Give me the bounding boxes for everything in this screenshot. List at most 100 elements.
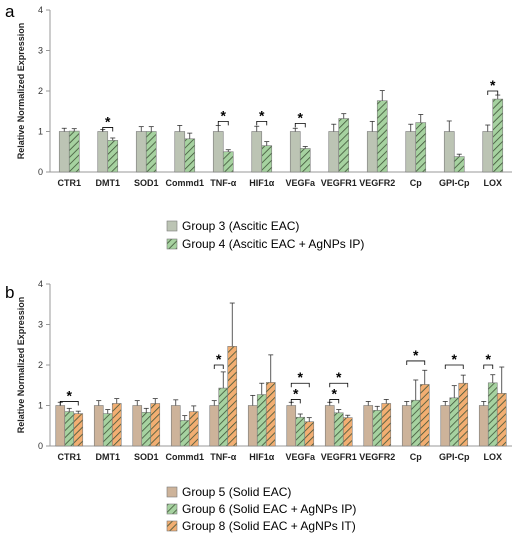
category-label: CTR1 — [57, 452, 81, 462]
significance-marker: * — [490, 77, 496, 93]
significance-bracket — [487, 90, 499, 95]
bar — [227, 346, 238, 447]
bar — [184, 138, 196, 173]
bar — [145, 131, 157, 173]
significance-marker: * — [336, 369, 342, 385]
category-label: SOD1 — [134, 452, 159, 462]
y-tick-label: 0 — [38, 167, 43, 177]
y-tick-label: 2 — [38, 86, 43, 96]
significance-bracket — [329, 399, 340, 404]
category-label: TNF-α — [210, 178, 236, 188]
category-label: SOD1 — [134, 178, 159, 188]
bar — [453, 156, 465, 173]
bar — [324, 405, 335, 447]
bar — [372, 410, 383, 447]
bar — [458, 382, 469, 447]
bar — [410, 399, 421, 447]
category-label: Cp — [410, 452, 422, 462]
bar — [150, 403, 161, 447]
significance-bracket — [102, 127, 114, 132]
significance-marker: * — [332, 385, 338, 401]
legend-swatch — [166, 486, 178, 498]
category-label: DMT1 — [96, 178, 121, 188]
bar — [170, 405, 181, 447]
category-label: HIF1α — [249, 452, 275, 462]
significance-marker: * — [298, 369, 304, 385]
significance-marker: * — [452, 351, 458, 367]
category-label: HIF1α — [249, 178, 275, 188]
y-tick-label: 4 — [38, 279, 43, 289]
bar — [256, 394, 267, 447]
bar — [174, 131, 186, 173]
y-axis-title: Relative Normalized Expression — [16, 297, 26, 434]
bar — [381, 403, 392, 447]
y-tick-label: 2 — [38, 360, 43, 370]
category-label: VEGFR1 — [321, 452, 357, 462]
category-label: VEGFR1 — [321, 178, 357, 188]
significance-bracket — [217, 120, 229, 126]
bar — [55, 405, 66, 447]
bar — [295, 416, 306, 447]
significance-bracket — [483, 364, 494, 369]
significance-bracket — [290, 382, 310, 388]
category-label: VEGFR2 — [359, 452, 395, 462]
significance-bracket — [406, 360, 426, 365]
y-tick-label: 4 — [38, 5, 43, 15]
bar — [449, 397, 460, 447]
chart-panel-b: 0 1 2 3 4 Relative Normalized Expression CTR1 D… — [16, 279, 512, 533]
bar — [299, 148, 311, 173]
bar — [401, 405, 412, 447]
significance-marker: * — [216, 351, 222, 367]
bar — [478, 405, 489, 447]
significance-marker: * — [298, 109, 304, 125]
bar — [212, 131, 224, 173]
significance-marker: * — [67, 387, 73, 403]
panel-a-letter: a — [5, 2, 15, 21]
bar — [496, 393, 507, 447]
bar — [443, 131, 455, 173]
bar — [97, 131, 109, 173]
bar — [487, 382, 498, 447]
bar — [58, 131, 70, 173]
y-tick-label: 1 — [38, 401, 43, 411]
panel-b-letter: b — [5, 283, 14, 302]
significance-bracket — [444, 364, 464, 369]
category-label: VEGFa — [285, 178, 316, 188]
bar — [251, 131, 263, 173]
category-label: VEGFa — [285, 452, 316, 462]
bar — [141, 412, 152, 447]
legend-swatch — [166, 238, 178, 250]
category-label: DMT1 — [96, 452, 121, 462]
bar — [338, 118, 350, 173]
category-label: Commd1 — [165, 178, 204, 188]
bar — [440, 405, 451, 447]
category-label: GPI-Cp — [439, 452, 470, 462]
bar — [188, 411, 199, 447]
bar — [107, 140, 119, 173]
y-tick-label: 3 — [38, 320, 43, 330]
significance-marker: * — [486, 351, 492, 367]
significance-bracket — [256, 120, 268, 126]
legend-swatch — [166, 503, 178, 515]
bar — [218, 387, 229, 447]
legend-swatch — [166, 520, 178, 532]
significance-bracket — [213, 364, 224, 369]
bar — [209, 405, 220, 447]
bar — [111, 403, 122, 447]
bar — [342, 417, 353, 447]
category-label: Commd1 — [165, 452, 204, 462]
legend-label: Group 6 (Solid EAC + AgNPs IP) — [182, 502, 356, 516]
significance-bracket — [329, 382, 349, 388]
bar — [328, 131, 340, 173]
significance-marker: * — [105, 113, 111, 129]
bar — [222, 151, 234, 173]
bar — [419, 384, 430, 447]
y-tick-label: 1 — [38, 127, 43, 137]
bar — [366, 131, 378, 173]
category-label: Cp — [410, 178, 422, 188]
category-label: CTR1 — [57, 178, 81, 188]
y-tick-label: 3 — [38, 46, 43, 56]
bar — [363, 405, 374, 447]
bar — [247, 405, 258, 447]
